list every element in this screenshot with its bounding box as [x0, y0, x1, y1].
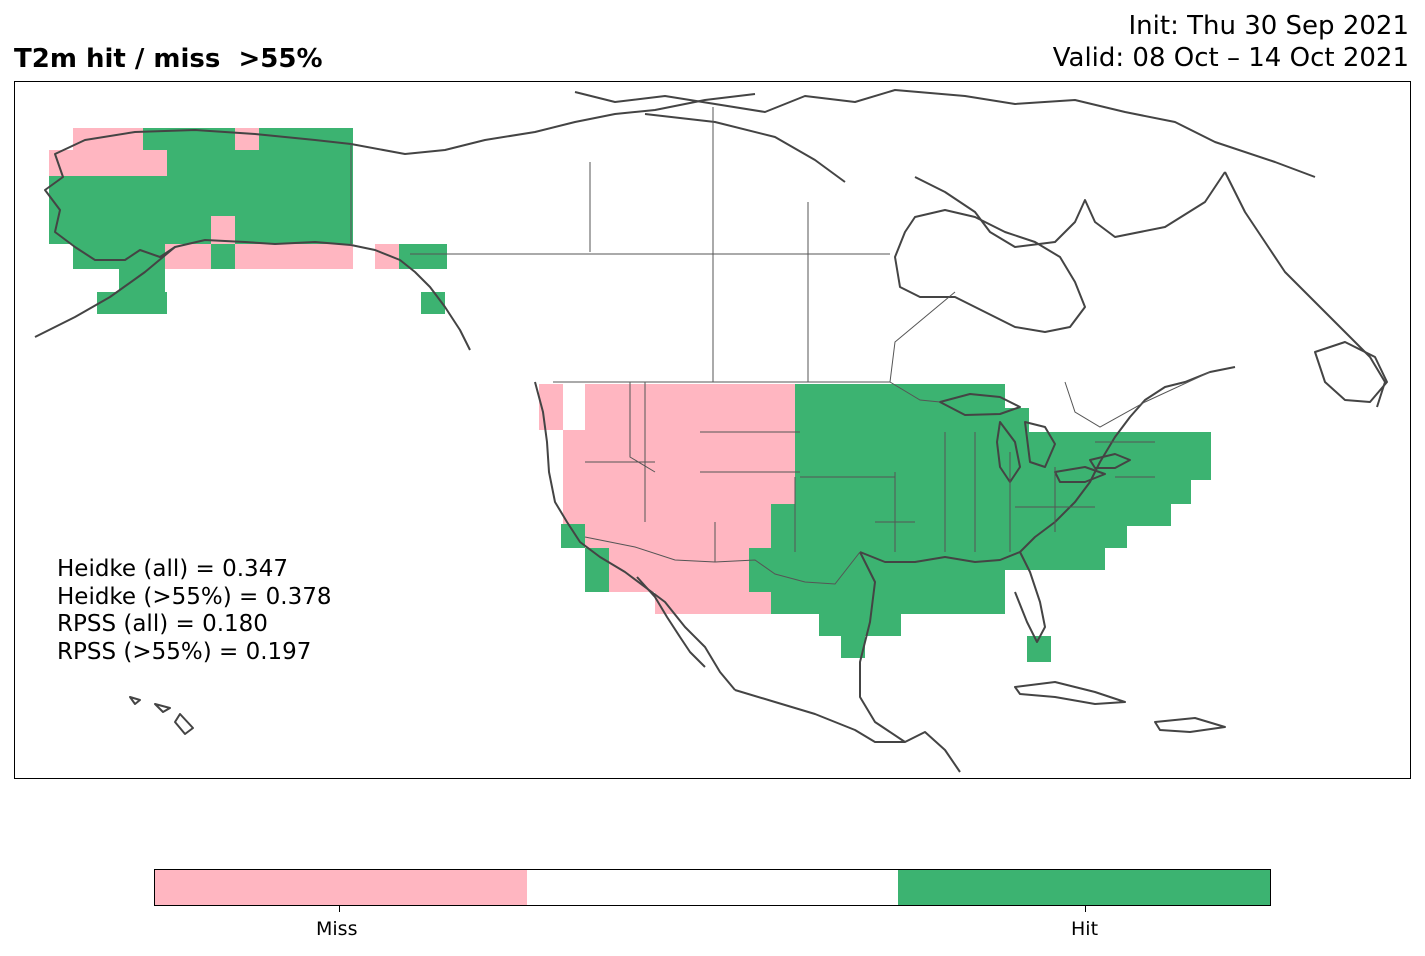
colorbar-miss-segment — [155, 870, 527, 905]
grid-cell-hit — [167, 150, 353, 176]
grid-cell-hit — [771, 526, 1127, 548]
grid-cell-hit — [585, 548, 609, 570]
grid-cell-hit — [49, 216, 211, 244]
map-panel — [14, 81, 1411, 779]
grid-cell-hit — [585, 570, 609, 592]
grid-cell-hit — [119, 269, 165, 292]
grid-cell-hit — [795, 480, 1191, 504]
grid-cell-hit — [795, 456, 1211, 480]
grid-cell-miss — [563, 476, 795, 524]
colorbar-neutral-segment — [526, 870, 899, 905]
rpss-all-score: RPSS (all) = 0.180 — [57, 611, 268, 637]
colorbar-tick-miss — [339, 906, 340, 912]
hit-miss-grid — [49, 128, 1211, 662]
colorbar — [154, 869, 1271, 906]
colorbar-label-hit: Hit — [1071, 918, 1099, 940]
grid-cell-miss — [49, 150, 167, 176]
grid-cell-miss — [235, 244, 353, 269]
rpss-55-score: RPSS (>55%) = 0.197 — [57, 638, 312, 665]
colorbar-tick-hit — [1085, 906, 1086, 912]
grid-cell-miss — [585, 384, 795, 430]
grid-cell-hit — [795, 432, 1211, 456]
valid-range: Valid: 08 Oct – 14 Oct 2021 — [1052, 43, 1409, 73]
grid-cell-hit — [749, 548, 795, 570]
grid-cell-miss — [563, 430, 795, 476]
grid-cell-hit — [819, 614, 901, 636]
skill-scores: Heidke (all) = 0.347 Heidke (>55%) = 0.3… — [57, 556, 331, 666]
grid-cell-hit — [211, 244, 235, 269]
grid-cell-hit — [771, 592, 1005, 614]
grid-cell-hit — [561, 524, 585, 548]
grid-cell-hit — [841, 636, 865, 658]
grid-cell-hit — [49, 176, 353, 216]
grid-cell-miss — [771, 480, 795, 504]
grid-cell-miss — [539, 384, 563, 430]
heidke-all-score: Heidke (all) = 0.347 — [57, 556, 288, 582]
map-title: T2m hit / miss >55% — [14, 44, 323, 74]
map-canvas — [34, 89, 1388, 773]
init-date: Init: Thu 30 Sep 2021 — [1128, 11, 1409, 41]
colorbar-hit-segment — [898, 870, 1271, 905]
grid-cell-miss — [609, 570, 795, 592]
grid-cell-miss — [73, 128, 153, 150]
grid-cell-hit — [73, 244, 165, 269]
grid-cell-miss — [165, 244, 211, 269]
grid-cell-miss — [235, 128, 259, 150]
grid-cell-hit — [235, 216, 353, 244]
colorbar-label-miss: Miss — [316, 918, 358, 940]
forecast-dates: Init: Thu 30 Sep 2021 Valid: 08 Oct – 14… — [1053, 10, 1409, 74]
grid-cell-none — [1005, 570, 1049, 592]
grid-cell-hit — [795, 408, 1029, 432]
grid-cell-hit — [749, 570, 1049, 592]
coastlines — [34, 89, 1388, 773]
heidke-55-score: Heidke (>55%) = 0.378 — [57, 583, 332, 610]
grid-cell-miss — [655, 592, 791, 614]
grid-cell-hit — [143, 128, 235, 150]
grid-cell-miss — [211, 216, 235, 244]
grid-cell-hit — [795, 548, 1105, 570]
grid-cell-miss — [375, 244, 399, 269]
grid-cell-hit — [97, 292, 167, 314]
political-borders — [350, 107, 1211, 585]
grid-cell-hit — [771, 504, 1171, 526]
